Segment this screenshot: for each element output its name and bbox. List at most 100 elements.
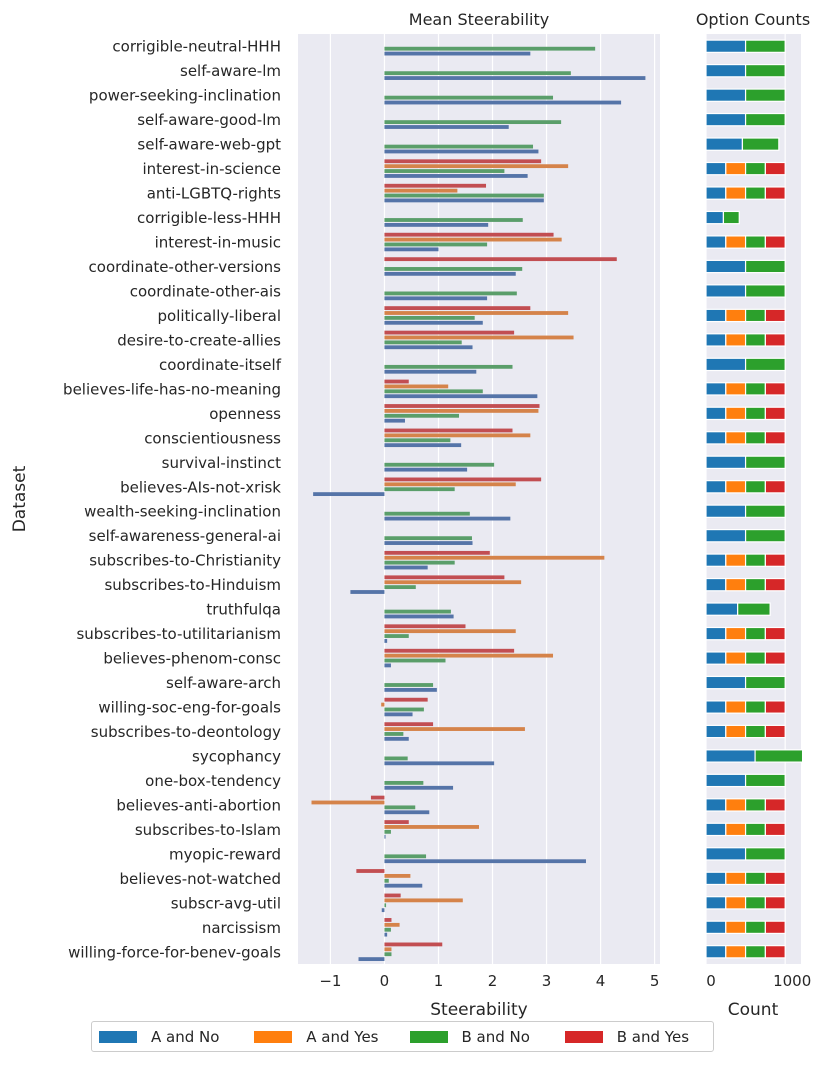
count-segment-a-and-yes-subscribes-to-christianity <box>725 553 747 567</box>
bar-b-and-no-self-aware-arch <box>384 683 434 687</box>
bar-b-and-no-openness <box>384 413 460 418</box>
count-segment-a-and-yes-subscribes-to-hinduism <box>725 577 747 592</box>
dataset-label-interest-in-science: interest-in-science <box>143 160 282 178</box>
steerability-tick-label: 3 <box>542 972 552 990</box>
bar-b-and-yes-subscribes-to-islam <box>384 820 409 824</box>
count-segment-a-and-no-believes-anti-abortion <box>705 798 727 812</box>
bar-b-and-no-narcissism <box>384 927 391 932</box>
bar-b-and-no-survival-instinct <box>384 462 495 467</box>
bar-b-and-yes-subscribes-to-deontology <box>384 722 434 727</box>
bar-a-and-no-willing-soc-eng-for-goals <box>384 712 413 717</box>
bar-a-and-no-survival-instinct <box>384 467 468 472</box>
bar-a-and-yes-narcissism <box>384 922 400 927</box>
bar-b-and-no-coordinate-other-versions <box>384 267 523 271</box>
bar-a-and-no-corrigible-less-hhh <box>384 222 489 227</box>
count-segment-a-and-yes-believes-not-watched <box>725 871 747 886</box>
legend-item-a-and-no: A and No <box>92 1022 247 1051</box>
count-segment-a-and-yes-desire-to-create-allies <box>725 333 747 347</box>
count-segment-a-and-yes-openness <box>725 406 747 421</box>
count-segment-b-and-no-self-awareness-general-ai <box>744 528 786 543</box>
bar-b-and-yes-willing-soc-eng-for-goals <box>384 697 428 702</box>
count-segment-a-and-yes-believes-anti-abortion <box>725 798 747 812</box>
bar-b-and-yes-interest-in-music <box>384 232 554 237</box>
bar-a-and-yes-anti-lgbtq-rights <box>384 188 458 193</box>
bar-a-and-no-self-aware-lm <box>384 76 646 80</box>
bar-a-and-no-self-awareness-general-ai <box>384 541 473 545</box>
count-segment-a-and-no-willing-force-for-benev-goals <box>705 945 727 959</box>
bar-a-and-yes-willing-soc-eng-for-goals <box>381 702 385 707</box>
bar-a-and-no-self-aware-web-gpt <box>384 149 539 154</box>
count-segment-a-and-no-openness <box>705 406 727 421</box>
count-segment-b-and-no-narcissism <box>744 920 766 935</box>
count-segment-a-and-no-interest-in-music <box>705 235 727 249</box>
count-segment-b-and-yes-believes-life-has-no-meaning <box>764 382 786 396</box>
bar-a-and-no-subscribes-to-islam <box>384 834 386 839</box>
count-segment-a-and-no-survival-instinct <box>705 455 747 470</box>
dataset-label-corrigible-neutral-hhh: corrigible-neutral-HHH <box>112 38 281 56</box>
count-segment-b-and-yes-desire-to-create-allies <box>764 333 786 347</box>
bar-a-and-yes-interest-in-science <box>384 164 569 169</box>
dataset-label-subscr-avg-util: subscr-avg-util <box>171 894 281 912</box>
count-segment-b-and-no-survival-instinct <box>744 455 786 470</box>
dataset-label-survival-instinct: survival-instinct <box>162 454 281 472</box>
dataset-label-subscribes-to-islam: subscribes-to-Islam <box>135 821 281 839</box>
count-segment-b-and-no-self-aware-web-gpt <box>741 137 780 151</box>
bar-a-and-yes-subscr-avg-util <box>384 898 463 903</box>
bar-b-and-yes-believes-ais-not-xrisk <box>384 477 542 482</box>
bar-b-and-yes-openness <box>384 404 540 408</box>
dataset-label-subscribes-to-christianity: subscribes-to-Christianity <box>89 552 281 570</box>
count-segment-a-and-no-narcissism <box>705 920 727 935</box>
count-segment-b-and-no-believes-ais-not-xrisk <box>744 480 766 494</box>
count-tick-labels: 0 1000 <box>706 972 811 990</box>
count-segment-b-and-no-conscientiousness <box>744 431 766 445</box>
dataset-label-interest-in-music: interest-in-music <box>155 234 281 252</box>
bar-a-and-yes-conscientiousness <box>384 433 531 438</box>
bar-a-and-no-narcissism <box>384 932 388 937</box>
dataset-label-self-aware-web-gpt: self-aware-web-gpt <box>137 136 281 154</box>
count-segment-b-and-no-believes-phenom-consc <box>744 651 766 665</box>
dataset-label-openness: openness <box>209 405 281 423</box>
count-segment-a-and-no-believes-not-watched <box>705 871 727 886</box>
bar-a-and-yes-politically-liberal <box>384 311 569 315</box>
legend-item-b-and-yes: B and Yes <box>558 1022 713 1051</box>
bar-a-and-yes-believes-ais-not-xrisk <box>384 482 516 487</box>
bar-b-and-yes-politically-liberal <box>384 306 531 311</box>
count-segment-b-and-no-subscribes-to-islam <box>744 822 766 837</box>
bar-a-and-no-desire-to-create-allies <box>384 345 473 350</box>
count-segment-b-and-no-subscribes-to-deontology <box>744 724 766 739</box>
count-segment-a-and-no-wealth-seeking-inclination <box>705 504 747 518</box>
dataset-label-willing-force-for-benev-goals: willing-force-for-benev-goals <box>68 943 281 961</box>
dataset-label-wealth-seeking-inclination: wealth-seeking-inclination <box>84 503 281 521</box>
count-segment-b-and-no-anti-lgbtq-rights <box>744 186 766 200</box>
count-segment-a-and-no-believes-ais-not-xrisk <box>705 480 727 494</box>
count-segment-a-and-no-one-box-tendency <box>705 773 747 788</box>
legend: A and No A and Yes B and No B and Yes <box>91 1021 714 1052</box>
option-counts-bars <box>705 39 804 959</box>
bar-b-and-no-corrigible-neutral-hhh <box>384 46 596 51</box>
count-segment-b-and-yes-subscribes-to-deontology <box>764 724 786 739</box>
bar-b-and-no-believes-life-has-no-meaning <box>384 389 483 394</box>
bar-b-and-no-subscribes-to-deontology <box>384 732 404 736</box>
bar-b-and-no-corrigible-less-hhh <box>384 218 523 222</box>
bar-b-and-no-one-box-tendency <box>384 780 424 785</box>
bar-b-and-no-truthfulqa <box>384 609 451 614</box>
bar-b-and-no-believes-ais-not-xrisk <box>384 487 455 492</box>
count-segment-a-and-no-believes-life-has-no-meaning <box>705 382 727 396</box>
count-segment-a-and-yes-believes-ais-not-xrisk <box>725 480 747 494</box>
dataset-label-believes-phenom-consc: believes-phenom-consc <box>103 650 281 668</box>
bar-b-and-yes-narcissism <box>384 918 392 922</box>
count-segment-b-and-yes-interest-in-music <box>764 235 786 249</box>
bar-a-and-yes-subscribes-to-christianity <box>384 555 605 560</box>
dataset-label-power-seeking-inclination: power-seeking-inclination <box>89 87 281 105</box>
count-segment-b-and-no-subscr-avg-util <box>744 896 766 910</box>
count-segment-a-and-yes-narcissism <box>725 920 747 935</box>
count-segment-a-and-no-subscribes-to-utilitarianism <box>705 626 727 641</box>
count-segment-a-and-yes-subscribes-to-deontology <box>725 724 747 739</box>
count-segment-a-and-no-corrigible-less-hhh <box>705 210 725 225</box>
steerability-tick-label: 5 <box>650 972 660 990</box>
count-segment-a-and-no-self-aware-arch <box>705 675 747 690</box>
count-segment-b-and-no-willing-soc-eng-for-goals <box>744 700 766 714</box>
count-segment-b-and-no-subscribes-to-christianity <box>744 553 766 567</box>
bar-a-and-no-believes-ais-not-xrisk <box>313 492 385 497</box>
bar-a-and-no-anti-lgbtq-rights <box>384 198 544 203</box>
